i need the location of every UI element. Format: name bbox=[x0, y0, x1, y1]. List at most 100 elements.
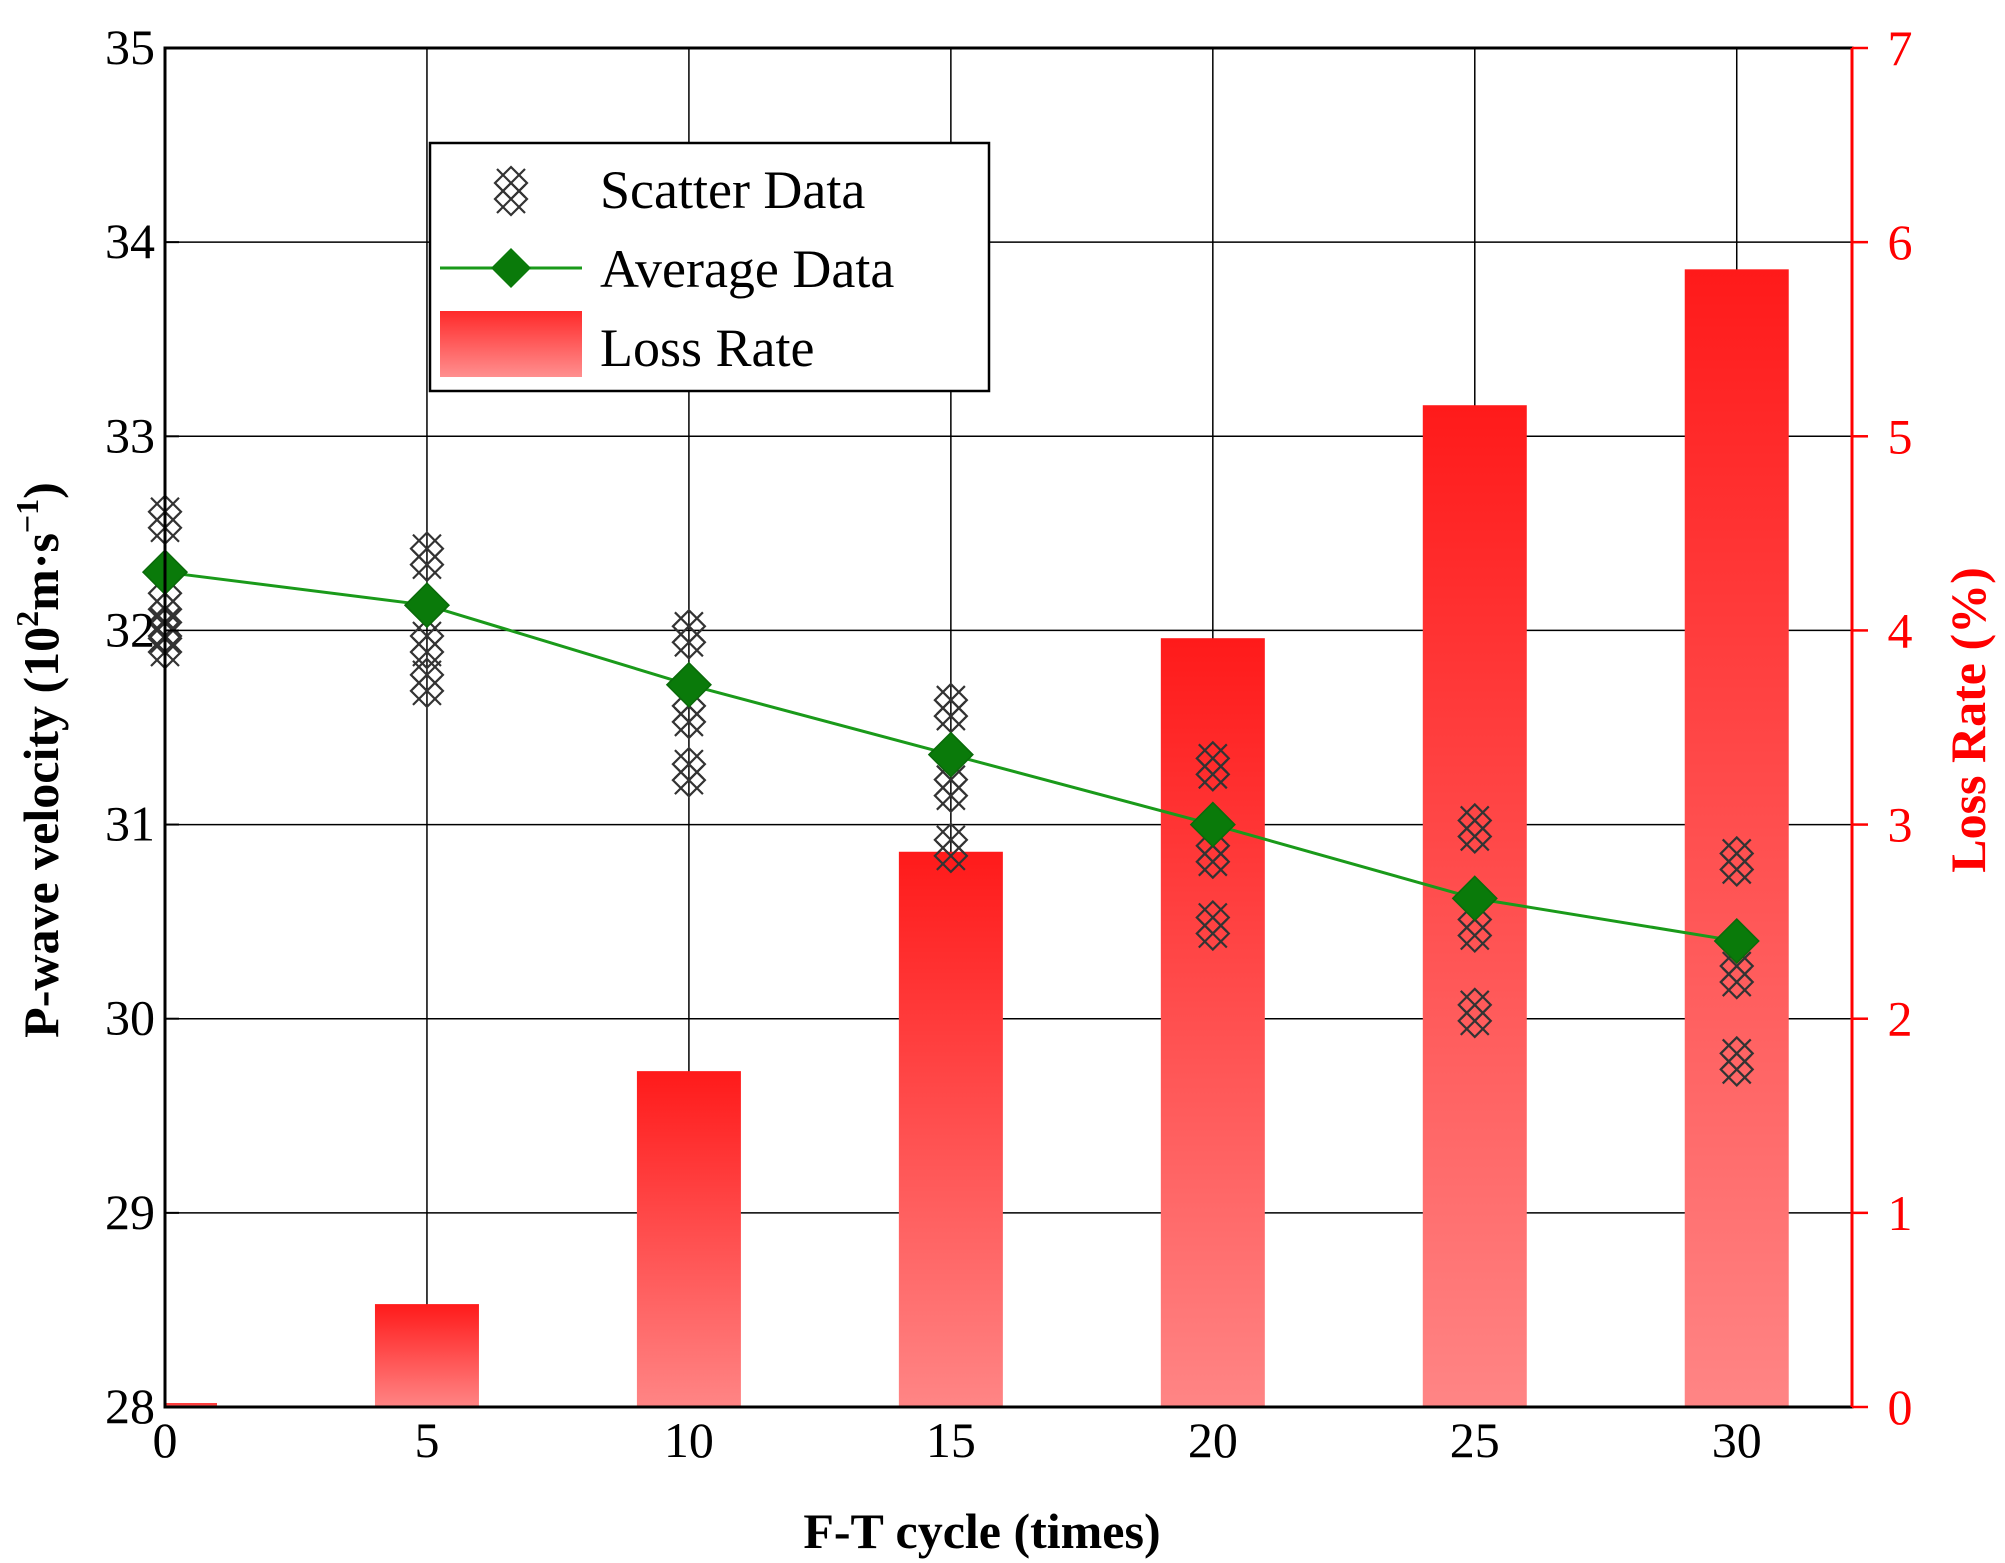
average-marker bbox=[665, 661, 712, 708]
gridlines bbox=[165, 48, 1852, 1407]
loss-rate-bar bbox=[165, 1403, 217, 1407]
average-marker bbox=[927, 731, 974, 778]
scatter-point bbox=[1457, 987, 1493, 1039]
y-right-axis-title: Loss Rate (%) bbox=[1940, 567, 1996, 873]
scatter-cross bbox=[412, 637, 442, 667]
scatter-diamond bbox=[933, 838, 969, 874]
legend-scatter-glyph bbox=[493, 165, 529, 217]
scatter-cross bbox=[412, 676, 442, 706]
scatter-diamond bbox=[1195, 915, 1231, 952]
tick-label-left: 33 bbox=[105, 407, 155, 463]
scatter-point bbox=[1719, 1035, 1755, 1087]
scatter-cross bbox=[1721, 1054, 1752, 1085]
legend-average-label: Average Data bbox=[600, 239, 894, 299]
tick-label-x: 0 bbox=[153, 1412, 178, 1468]
scatter-cross bbox=[1198, 846, 1228, 877]
tick-label-left: 31 bbox=[105, 796, 155, 852]
tick-label-left: 28 bbox=[105, 1378, 155, 1434]
loss-rate-bar bbox=[1160, 638, 1265, 1407]
legend-scatter-symbol bbox=[493, 165, 529, 217]
scatter-cross bbox=[1198, 759, 1228, 790]
tick-label-right: 3 bbox=[1888, 797, 1913, 853]
tick-label-left: 32 bbox=[105, 601, 155, 657]
y-left-axis-title: P-wave velocity (102m·s−1) bbox=[9, 482, 69, 1038]
scatter-point bbox=[1457, 802, 1493, 855]
scatter-point bbox=[1195, 740, 1231, 792]
scatter-point bbox=[671, 746, 707, 798]
tick-label-right: 5 bbox=[1888, 408, 1913, 464]
tick-label-right: 6 bbox=[1888, 214, 1913, 270]
scatter-cross bbox=[674, 627, 704, 658]
tick-label-right: 0 bbox=[1888, 1379, 1913, 1435]
scatter-diamond bbox=[409, 547, 445, 583]
scatter-cross bbox=[674, 707, 704, 737]
scatter-diamond bbox=[671, 624, 707, 660]
scatter-diamond bbox=[1457, 917, 1493, 954]
scatter-diamond bbox=[1457, 818, 1493, 855]
loss-rate-bar bbox=[898, 851, 1003, 1407]
scatter-cross bbox=[936, 701, 966, 731]
tick-label-left: 34 bbox=[105, 213, 155, 269]
scatter-diamond bbox=[671, 704, 707, 740]
tick-label-right: 1 bbox=[1888, 1185, 1913, 1241]
scatter-cross bbox=[412, 549, 442, 580]
tick-label-left: 30 bbox=[105, 990, 155, 1046]
scatter-cross bbox=[496, 184, 526, 214]
scatter-point bbox=[671, 608, 707, 660]
scatter-diamond bbox=[933, 778, 969, 814]
scatter-diamond bbox=[493, 181, 529, 217]
scatter-diamond bbox=[1195, 756, 1231, 792]
scatter-point bbox=[1719, 835, 1755, 888]
scatter-diamond bbox=[409, 673, 445, 709]
scatter-cross bbox=[1198, 918, 1228, 949]
scatter-cross bbox=[1721, 854, 1752, 885]
scatter-point bbox=[933, 762, 969, 814]
loss-rate-bar bbox=[636, 1071, 741, 1407]
tick-label-left: 35 bbox=[105, 19, 155, 75]
scatter-diamond bbox=[409, 634, 445, 670]
scatter-cross bbox=[1460, 821, 1490, 852]
scatter-diamond bbox=[1457, 1003, 1493, 1039]
scatter-point bbox=[409, 531, 445, 583]
tick-label-left: 29 bbox=[105, 1184, 155, 1240]
tick-label-right: 2 bbox=[1888, 991, 1913, 1047]
legend-loss-swatch bbox=[440, 311, 582, 377]
loss-rate-bar bbox=[374, 1304, 479, 1407]
scatter-diamond bbox=[1719, 964, 1755, 1000]
average-marker bbox=[1189, 801, 1236, 848]
average-marker bbox=[1451, 875, 1498, 922]
scatter-cross bbox=[674, 765, 704, 795]
scatter-point bbox=[409, 657, 445, 709]
scatter-diamond bbox=[1195, 844, 1231, 880]
tick-label-right: 7 bbox=[1888, 20, 1913, 76]
scatter-diamond bbox=[1719, 851, 1755, 888]
scatter-cross bbox=[1460, 920, 1490, 951]
legend-average-marker bbox=[491, 248, 531, 288]
tick-label-x: 20 bbox=[1188, 1412, 1238, 1468]
legend-loss-label: Loss Rate bbox=[600, 318, 814, 378]
tick-label-x: 5 bbox=[414, 1412, 439, 1468]
plot-frame bbox=[163, 46, 1854, 1409]
tick-label-right: 4 bbox=[1888, 602, 1913, 658]
scatter-cross bbox=[936, 841, 966, 871]
scatter-diamond bbox=[1719, 1051, 1755, 1087]
tick-label-x: 25 bbox=[1450, 1412, 1500, 1468]
scatter-point bbox=[1195, 899, 1231, 952]
loss-rate-bars bbox=[165, 269, 1789, 1407]
legend: Scatter Data Average Data Loss Rate bbox=[428, 141, 991, 393]
x-axis-title: F-T cycle (times) bbox=[803, 1503, 1160, 1559]
scatter-point bbox=[409, 618, 445, 670]
legend-scatter-label: Scatter Data bbox=[600, 160, 865, 220]
tick-label-x: 30 bbox=[1712, 1412, 1762, 1468]
average-marker bbox=[403, 582, 451, 629]
scatter-point bbox=[933, 822, 969, 874]
scatter-diamond bbox=[671, 762, 707, 798]
scatter-cross bbox=[1721, 967, 1752, 997]
tick-label-x: 10 bbox=[664, 1412, 714, 1468]
tick-label-x: 15 bbox=[926, 1412, 976, 1468]
axis-ticks bbox=[165, 46, 1868, 1409]
scatter-cross bbox=[1460, 1006, 1490, 1036]
scatter-cross bbox=[936, 780, 966, 811]
